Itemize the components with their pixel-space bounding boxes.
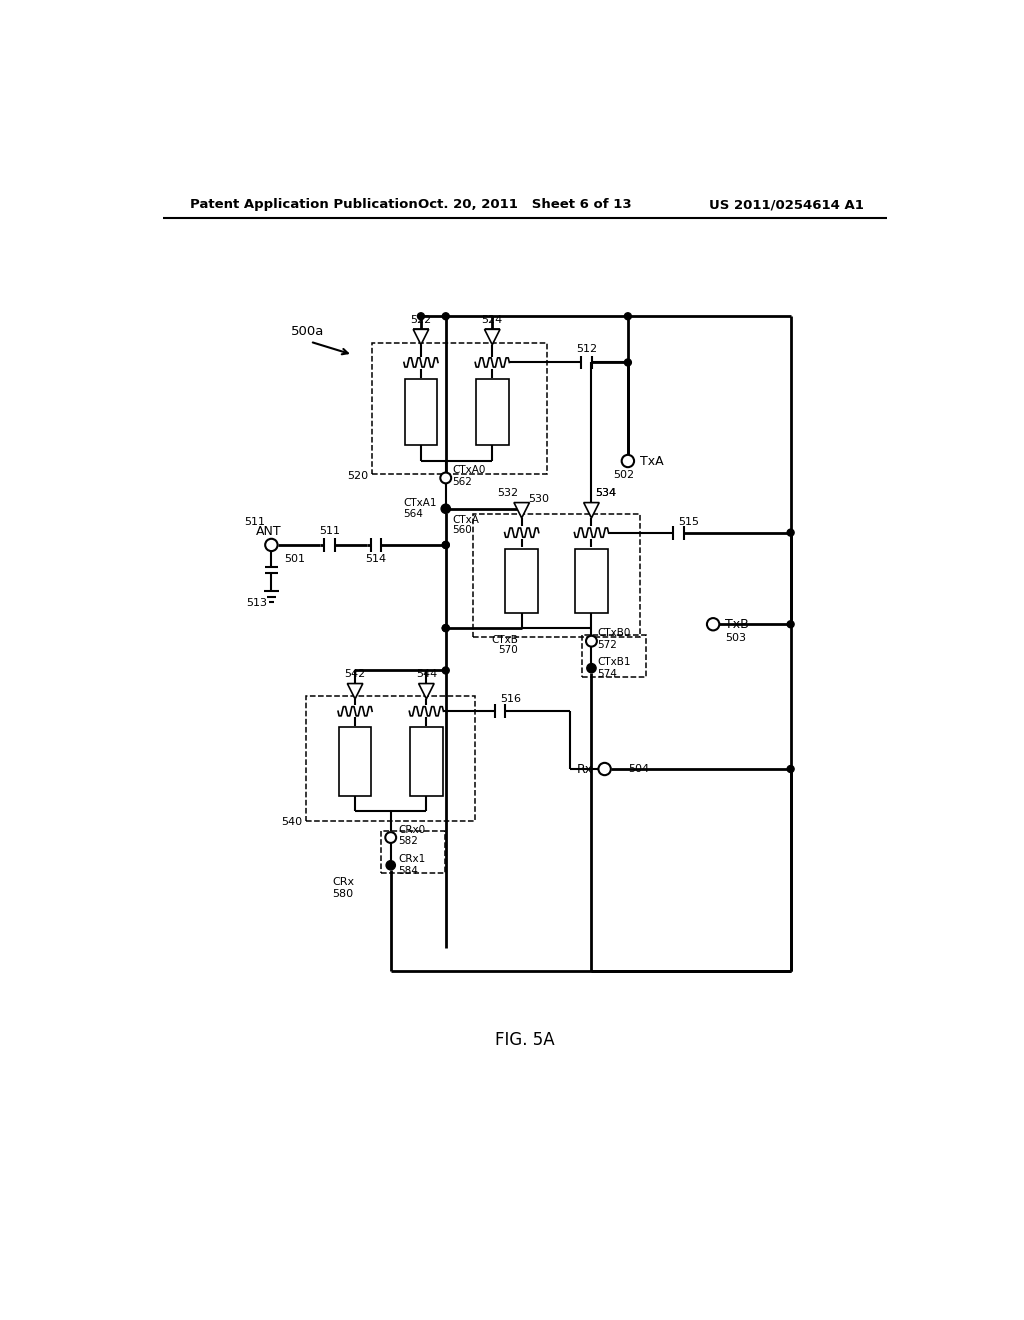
- Text: CTxB1: CTxB1: [598, 657, 631, 667]
- Text: 520: 520: [347, 471, 369, 482]
- Text: 524: 524: [481, 315, 503, 325]
- Text: US 2011/0254614 A1: US 2011/0254614 A1: [710, 198, 864, 211]
- Text: TxA: TxA: [640, 454, 664, 467]
- Text: 560: 560: [452, 525, 472, 536]
- Text: CRx: CRx: [333, 878, 354, 887]
- Text: 511: 511: [319, 527, 340, 536]
- Text: 522: 522: [411, 315, 431, 325]
- Text: Oct. 20, 2011   Sheet 6 of 13: Oct. 20, 2011 Sheet 6 of 13: [418, 198, 632, 211]
- Bar: [410, 727, 442, 796]
- Text: 544: 544: [416, 669, 437, 680]
- Bar: [339, 727, 372, 796]
- Text: 532: 532: [497, 488, 518, 499]
- Text: 570: 570: [498, 645, 518, 656]
- Bar: [306, 696, 475, 821]
- Circle shape: [442, 541, 450, 548]
- Text: Patent Application Publication: Patent Application Publication: [190, 198, 418, 211]
- Circle shape: [442, 624, 450, 631]
- Circle shape: [586, 636, 597, 647]
- Text: CTxB0: CTxB0: [598, 628, 631, 639]
- Polygon shape: [419, 684, 434, 700]
- Circle shape: [787, 766, 795, 772]
- Text: 511: 511: [245, 517, 265, 527]
- Text: 584: 584: [398, 866, 419, 875]
- Text: CTxA: CTxA: [452, 515, 479, 525]
- Circle shape: [386, 861, 395, 870]
- Text: 574: 574: [598, 668, 617, 678]
- Circle shape: [442, 667, 450, 675]
- Circle shape: [442, 313, 450, 319]
- Circle shape: [587, 664, 596, 673]
- Bar: [372, 343, 547, 474]
- Text: 516: 516: [500, 694, 521, 704]
- Circle shape: [707, 618, 719, 631]
- Text: 572: 572: [598, 640, 617, 649]
- Text: CRx1: CRx1: [398, 854, 426, 865]
- Polygon shape: [414, 330, 429, 345]
- Text: CRx0: CRx0: [398, 825, 426, 834]
- Text: 580: 580: [333, 888, 353, 899]
- Text: 542: 542: [344, 669, 366, 680]
- Text: 534: 534: [595, 488, 616, 499]
- Text: 501: 501: [284, 554, 305, 564]
- Text: 562: 562: [452, 477, 472, 487]
- Bar: [381, 832, 445, 873]
- Text: 514: 514: [366, 554, 387, 564]
- Circle shape: [625, 359, 632, 366]
- Circle shape: [787, 529, 795, 536]
- Circle shape: [598, 763, 611, 775]
- Text: ANT: ANT: [256, 524, 282, 537]
- Circle shape: [265, 539, 278, 552]
- Circle shape: [441, 504, 451, 513]
- Text: 515: 515: [678, 517, 699, 527]
- Text: 500a: 500a: [291, 325, 325, 338]
- Circle shape: [625, 313, 632, 319]
- Text: 530: 530: [528, 494, 549, 504]
- Text: FIG. 5A: FIG. 5A: [495, 1031, 555, 1049]
- Bar: [404, 379, 437, 445]
- Circle shape: [442, 624, 450, 631]
- Text: 503: 503: [725, 634, 745, 643]
- Polygon shape: [347, 684, 362, 700]
- Bar: [583, 635, 646, 677]
- Circle shape: [440, 473, 452, 483]
- Bar: [473, 515, 640, 638]
- Circle shape: [787, 620, 795, 628]
- Circle shape: [442, 541, 450, 548]
- Text: 502: 502: [613, 470, 635, 480]
- Text: 582: 582: [398, 837, 419, 846]
- Polygon shape: [584, 503, 599, 517]
- Circle shape: [442, 506, 450, 512]
- Text: 512: 512: [577, 343, 597, 354]
- Text: 513: 513: [247, 598, 267, 607]
- Bar: [575, 549, 607, 612]
- Text: 504: 504: [628, 764, 649, 774]
- Text: 564: 564: [403, 510, 423, 519]
- Text: Rx: Rx: [577, 763, 593, 776]
- Text: 540: 540: [282, 817, 302, 828]
- Text: TxB: TxB: [725, 618, 749, 631]
- Bar: [506, 549, 538, 612]
- Bar: [476, 379, 509, 445]
- Text: CTxB: CTxB: [490, 635, 518, 644]
- Text: CTxA0: CTxA0: [452, 465, 485, 475]
- Circle shape: [622, 455, 634, 467]
- Circle shape: [418, 313, 424, 319]
- Circle shape: [385, 832, 396, 843]
- Polygon shape: [514, 503, 529, 517]
- Text: 534: 534: [595, 488, 616, 499]
- Text: CTxA1: CTxA1: [403, 498, 436, 508]
- Polygon shape: [484, 330, 500, 345]
